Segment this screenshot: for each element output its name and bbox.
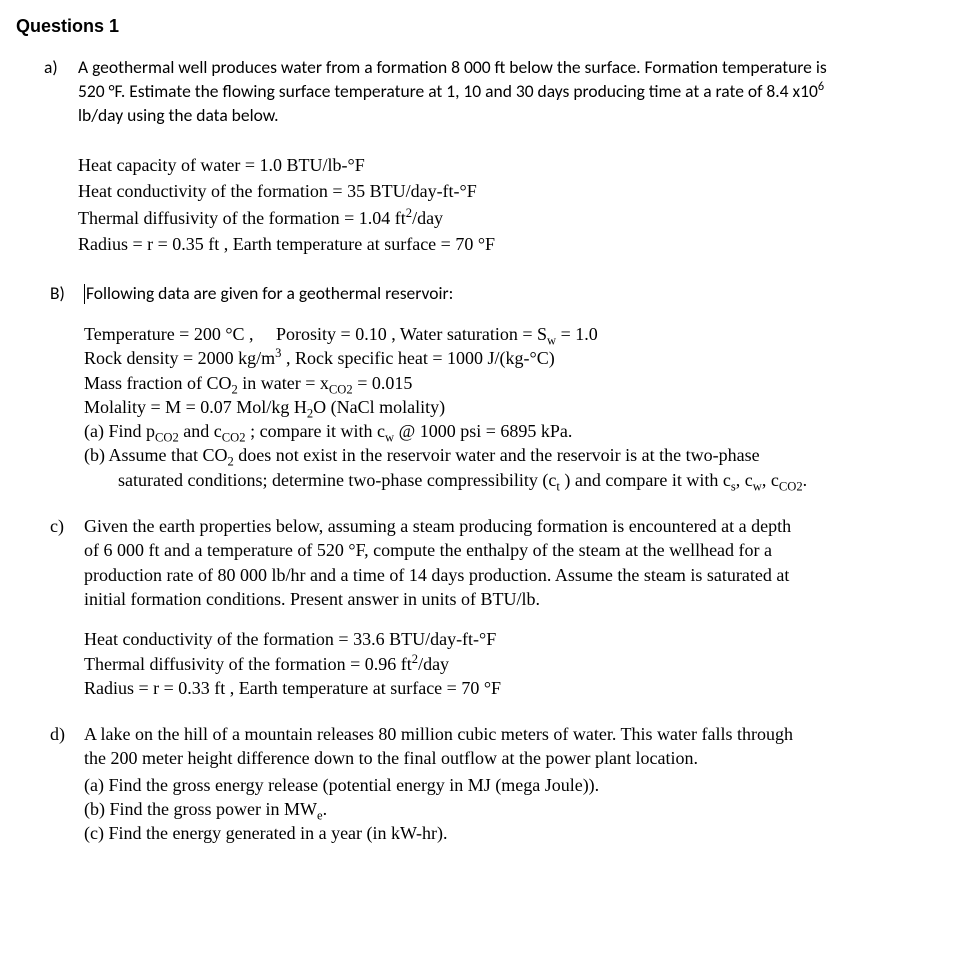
part-a-intro-l2: 520 °F. Estimate the flowing surface tem… xyxy=(78,80,959,104)
b-line4: Molality = M = 0.07 Mol/kg H2O (NaCl mol… xyxy=(84,395,959,419)
d-sub-c: (c) Find the energy generated in a year … xyxy=(84,821,959,845)
d-sub-a: (a) Find the gross energy release (poten… xyxy=(84,773,959,797)
c-d1: Heat conductivity of the formation = 33.… xyxy=(84,627,959,651)
part-a: a) A geothermal well produces water from… xyxy=(44,56,959,260)
part-b-label: B) xyxy=(50,282,84,492)
c-p3: production rate of 80 000 lb/hr and a ti… xyxy=(84,563,959,587)
b-sub-b-l1: (b) Assume that CO2 does not exist in th… xyxy=(84,443,959,467)
b-sub-a: (a) Find pCO2 and cCO2 ; compare it with… xyxy=(84,419,959,443)
part-a-intro-l1: A geothermal well produces water from a … xyxy=(78,56,959,80)
part-a-data: Heat capacity of water = 1.0 BTU/lb-°F H… xyxy=(78,153,959,256)
b-line1: Temperature = 200 °C , Porosity = 0.10 ,… xyxy=(84,322,959,346)
part-a-label: a) xyxy=(44,56,78,260)
c-data: Heat conductivity of the formation = 33.… xyxy=(84,627,959,700)
c-p4: initial formation conditions. Present an… xyxy=(84,587,959,611)
d-subparts: (a) Find the gross energy release (poten… xyxy=(84,773,959,846)
d-sub-b: (b) Find the gross power in MWe. xyxy=(84,797,959,821)
page-title: Questions 1 xyxy=(16,14,959,38)
part-c-label: c) xyxy=(50,514,84,700)
b-sub-b-l2: saturated conditions; determine two-phas… xyxy=(84,468,959,492)
c-p2: of 6 000 ft and a temperature of 520 °F,… xyxy=(84,538,959,562)
data-heat-conductivity: Heat conductivity of the formation = 35 … xyxy=(78,179,959,203)
data-heat-capacity: Heat capacity of water = 1.0 BTU/lb-°F xyxy=(78,153,959,177)
part-a-intro-l3: lb/day using the data below. xyxy=(78,104,959,128)
part-b-intro: Following data are given for a geotherma… xyxy=(84,282,959,306)
c-d2: Thermal diffusivity of the formation = 0… xyxy=(84,652,959,676)
data-thermal-diffusivity: Thermal diffusivity of the formation = 1… xyxy=(78,206,959,230)
part-c: c) Given the earth properties below, ass… xyxy=(50,514,959,700)
exp-6: 6 xyxy=(818,79,824,94)
b-line3: Mass fraction of CO2 in water = xCO2 = 0… xyxy=(84,371,959,395)
d-p2: the 200 meter height difference down to … xyxy=(84,746,959,770)
part-b: B) Following data are given for a geothe… xyxy=(50,282,959,492)
c-d3: Radius = r = 0.33 ft , Earth temperature… xyxy=(84,676,959,700)
text-cursor-icon xyxy=(84,284,85,304)
c-p1: Given the earth properties below, assumi… xyxy=(84,514,959,538)
part-b-data: Temperature = 200 °C , Porosity = 0.10 ,… xyxy=(84,322,959,492)
d-p1: A lake on the hill of a mountain release… xyxy=(84,722,959,746)
data-radius: Radius = r = 0.35 ft , Earth temperature… xyxy=(78,232,959,256)
part-d-label: d) xyxy=(50,722,84,845)
part-a-intro-l2-pre: 520 °F. Estimate the flowing surface tem… xyxy=(78,80,818,102)
b-line2: Rock density = 2000 kg/m3 , Rock specifi… xyxy=(84,346,959,370)
part-d: d) A lake on the hill of a mountain rele… xyxy=(50,722,959,845)
